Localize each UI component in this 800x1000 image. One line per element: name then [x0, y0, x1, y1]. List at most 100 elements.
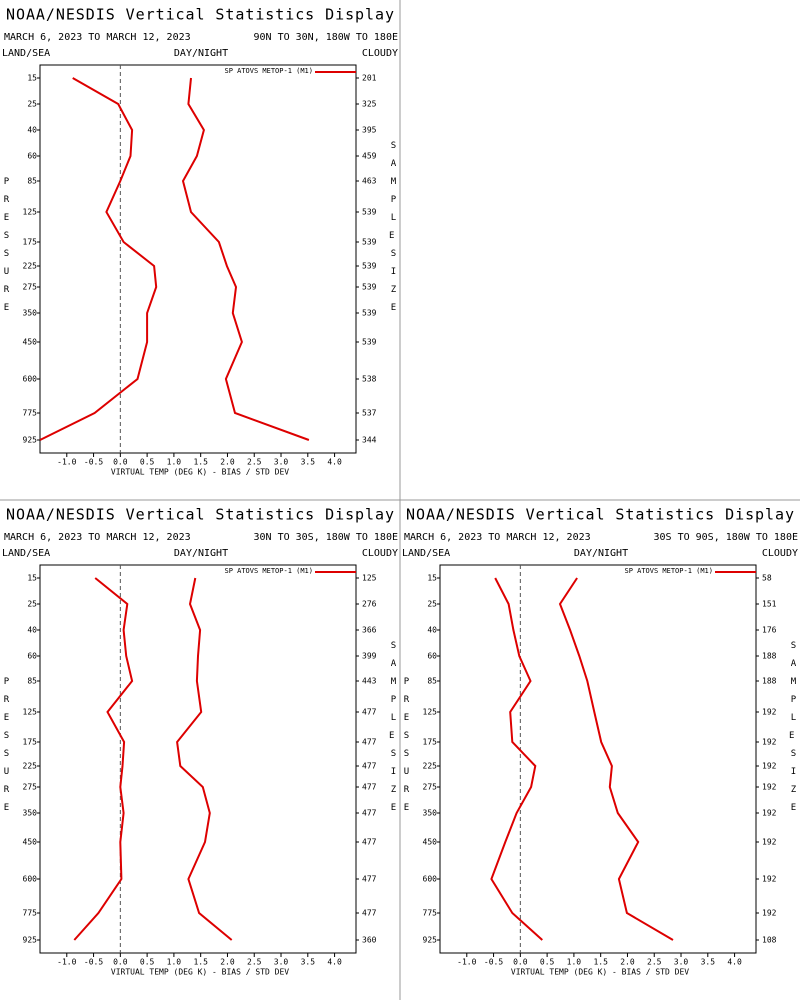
sample-size: 477	[362, 708, 377, 717]
y-tick-label: 925	[23, 436, 38, 445]
sample-size: 538	[362, 375, 377, 384]
region: 30S TO 90S, 180W TO 180E	[654, 532, 799, 543]
y-tick-label: 15	[427, 574, 437, 583]
sample-size: 477	[362, 783, 377, 792]
y2-axis-label: SAMPLE SIZE	[389, 141, 400, 313]
sample-size: 276	[362, 600, 377, 609]
x-tick-label: 0.5	[140, 958, 155, 967]
cloudy: CLOUDY	[362, 548, 398, 559]
x-tick-label: 3.0	[274, 458, 289, 467]
y-tick-label: 450	[23, 338, 38, 347]
plot-frame	[439, 564, 757, 954]
x-tick-label: 3.0	[274, 958, 289, 967]
land-sea: LAND/SEA	[2, 548, 50, 559]
date-range: MARCH 6, 2023 TO MARCH 12, 2023	[4, 532, 191, 543]
x-tick-label: -0.5	[84, 458, 103, 467]
sample-size: 192	[762, 875, 777, 884]
sample-size: 151	[762, 600, 777, 609]
x-tick-label: -1.0	[57, 458, 76, 467]
region: 90N TO 30N, 180W TO 180E	[254, 32, 399, 43]
sample-size: 188	[762, 652, 777, 661]
x-tick-label: 2.0	[620, 958, 635, 967]
sample-size: 539	[362, 208, 377, 217]
x-tick-label: -1.0	[57, 958, 76, 967]
cloudy: CLOUDY	[762, 548, 798, 559]
sample-size: 176	[762, 626, 777, 635]
sample-size: 201	[362, 74, 377, 83]
legend-label: SP ATOVS METOP-1 (M1)	[224, 567, 313, 575]
x-tick-label: 1.5	[193, 458, 208, 467]
x-tick-label: 4.0	[727, 958, 742, 967]
x-tick-label: 2.5	[247, 458, 262, 467]
x-tick-label: 0.0	[513, 958, 528, 967]
y-tick-label: 15	[27, 574, 37, 583]
sample-size: 395	[362, 126, 377, 135]
sample-size: 477	[362, 738, 377, 747]
y-tick-label: 925	[423, 936, 438, 945]
x-tick-label: 1.0	[167, 458, 182, 467]
y-tick-label: 85	[427, 677, 437, 686]
x-axis-label: VIRTUAL TEMP (DEG K) - BIAS / STD DEV	[111, 468, 289, 477]
sample-size: 463	[362, 177, 377, 186]
profile-line	[73, 577, 134, 941]
x-tick-label: 0.0	[113, 958, 128, 967]
sample-size: 192	[762, 809, 777, 818]
y-tick-label: 25	[427, 600, 437, 609]
sample-size: 366	[362, 626, 377, 635]
y-tick-label: 600	[423, 875, 438, 884]
y-tick-label: 40	[27, 126, 37, 135]
plot-frame	[39, 564, 357, 954]
x-tick-label: 0.5	[540, 958, 555, 967]
sample-size: 539	[362, 338, 377, 347]
y-tick-label: 275	[423, 783, 438, 792]
x-tick-label: -1.0	[457, 958, 476, 967]
region: 30N TO 30S, 180W TO 180E	[254, 532, 399, 543]
title: NOAA/NESDIS Vertical Statistics Display	[6, 506, 394, 524]
y-tick-label: 775	[23, 909, 38, 918]
day-night: DAY/NIGHT	[574, 548, 628, 559]
y-tick-label: 450	[423, 838, 438, 847]
x-tick-label: 1.5	[193, 958, 208, 967]
profile-line	[181, 77, 310, 441]
x-tick-label: 2.0	[220, 958, 235, 967]
y-tick-label: 175	[423, 738, 438, 747]
y-tick-label: 175	[23, 238, 38, 247]
profile-line	[39, 77, 158, 441]
y-tick-label: 225	[23, 262, 38, 271]
x-tick-label: 1.0	[167, 958, 182, 967]
y-tick-label: 25	[27, 600, 37, 609]
sample-size: 58	[762, 574, 772, 583]
cloudy: CLOUDY	[362, 48, 398, 59]
land-sea: LAND/SEA	[2, 48, 50, 59]
sample-size: 125	[362, 574, 377, 583]
plot-frame	[39, 64, 357, 454]
x-tick-label: 3.5	[301, 958, 316, 967]
sample-size: 192	[762, 708, 777, 717]
sample-size: 477	[362, 909, 377, 918]
day-night: DAY/NIGHT	[174, 548, 228, 559]
y-tick-label: 775	[423, 909, 438, 918]
legend-label: SP ATOVS METOP-1 (M1)	[224, 67, 313, 75]
y-tick-label: 60	[427, 652, 437, 661]
y-tick-label: 275	[23, 783, 38, 792]
x-tick-label: -0.5	[484, 958, 503, 967]
y-tick-label: 450	[23, 838, 38, 847]
sample-size: 192	[762, 738, 777, 747]
y-tick-label: 125	[23, 708, 38, 717]
sample-size: 477	[362, 809, 377, 818]
y-tick-label: 350	[23, 809, 38, 818]
y-tick-label: 60	[27, 652, 37, 661]
x-tick-label: 3.5	[301, 458, 316, 467]
sample-size: 188	[762, 677, 777, 686]
x-axis-label: VIRTUAL TEMP (DEG K) - BIAS / STD DEV	[511, 968, 689, 977]
x-tick-label: 2.5	[647, 958, 662, 967]
y-tick-label: 225	[423, 762, 438, 771]
y-tick-label: 175	[23, 738, 38, 747]
sample-size: 477	[362, 875, 377, 884]
profile-line	[176, 577, 233, 941]
x-tick-label: 3.5	[701, 958, 716, 967]
y-tick-label: 775	[23, 409, 38, 418]
sample-size: 360	[362, 936, 377, 945]
